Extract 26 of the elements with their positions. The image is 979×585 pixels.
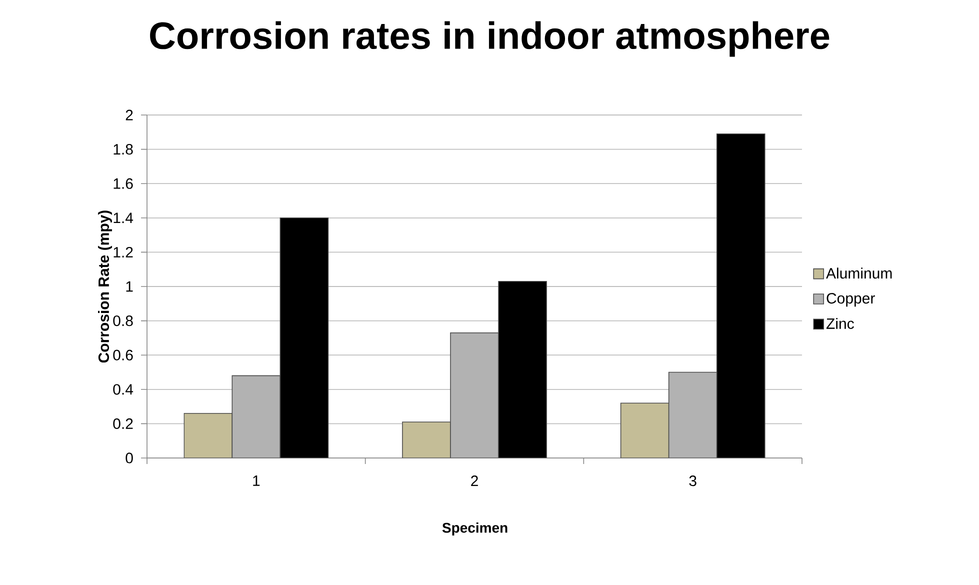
bar xyxy=(280,217,329,458)
y-tick-label: 1 xyxy=(126,281,133,292)
y-tick-label: 1.8 xyxy=(114,144,133,155)
x-tick-label: 3 xyxy=(689,476,696,486)
y-tick-label: 1.2 xyxy=(114,246,133,258)
chart-title: Corrosion rates in indoor atmosphere xyxy=(150,21,830,57)
bar xyxy=(668,372,718,458)
x-axis-title: Specimen xyxy=(442,522,508,536)
x-tick-label: 1 xyxy=(253,476,260,486)
y-axis-title: Corrosion Rate (mpy) xyxy=(98,210,112,363)
y-tick-label: 0.8 xyxy=(113,315,133,326)
y-tick-label: 0 xyxy=(126,452,133,464)
y-tick-label: 0.2 xyxy=(113,418,133,429)
y-tick-label: 0.4 xyxy=(113,384,134,395)
bar xyxy=(232,375,281,458)
y-tick-label: 1.6 xyxy=(114,178,133,189)
bar xyxy=(716,133,766,458)
y-tick-label: 1.4 xyxy=(114,212,134,224)
bar xyxy=(498,280,547,458)
x-tick-label: 2 xyxy=(471,476,478,486)
y-tick-label: 2 xyxy=(126,110,133,120)
y-tick-label: 0.6 xyxy=(113,350,133,360)
legend-label: Zinc xyxy=(826,318,854,329)
legend-label: Aluminum xyxy=(826,268,892,279)
bar xyxy=(450,332,499,458)
legend-label: Copper xyxy=(826,292,875,307)
